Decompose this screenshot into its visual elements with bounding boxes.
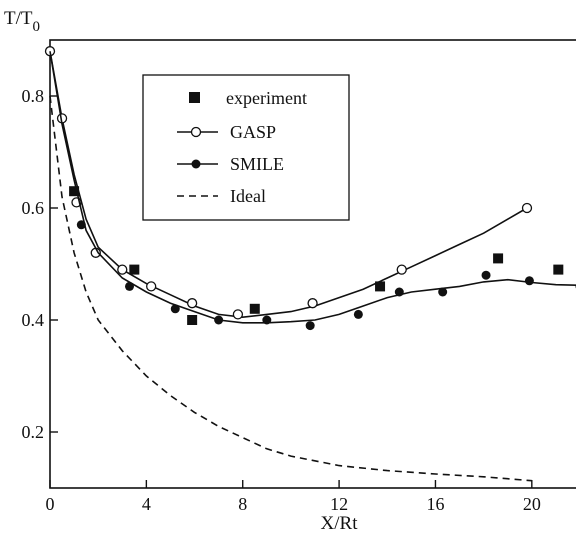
smile-point: [524, 276, 534, 286]
x-tick-label: 0: [46, 494, 55, 514]
y-axis-label: T/T0: [4, 8, 40, 35]
legend-experiment-icon: [189, 92, 200, 103]
series-layer: [44, 46, 576, 482]
experiment-point: [129, 264, 140, 275]
x-tick-label: 8: [238, 494, 247, 514]
gasp-point: [186, 298, 198, 309]
plot-frame: [49, 39, 576, 489]
y-tick-label: 0.4: [22, 310, 45, 330]
experiment-point: [553, 264, 564, 275]
axes-layer: 0 4 8 12 16 20 0.2 0.4 0.6 0.8: [22, 86, 541, 514]
experiment-point: [249, 303, 260, 314]
smile-point: [262, 315, 272, 325]
smile-point: [353, 309, 363, 319]
gasp-point: [146, 281, 157, 292]
smile-point: [170, 304, 180, 314]
y-tick-label: 0.6: [22, 198, 45, 218]
experiment-point: [187, 315, 198, 325]
gasp-series-line: [49, 51, 528, 319]
x-tick-label: 16: [426, 494, 444, 514]
smile-point: [125, 281, 134, 291]
x-tick-label: 4: [142, 494, 151, 514]
y-tick-label: 0.8: [22, 86, 45, 106]
x-tick-label: 12: [330, 494, 348, 514]
smile-point: [305, 321, 315, 331]
smile-point: [481, 270, 491, 280]
legend-label-experiment: experiment: [226, 88, 307, 108]
experiment-point: [375, 281, 386, 292]
y-axis-label-main: T/T: [4, 8, 33, 29]
experiment-point: [493, 253, 504, 264]
gasp-point: [232, 309, 244, 320]
gasp-point: [521, 202, 533, 214]
gasp-point: [117, 264, 128, 275]
x-tick-label: 20: [523, 494, 541, 514]
legend-smile-icon: [191, 159, 201, 169]
legend-label-ideal: Ideal: [230, 186, 266, 206]
x-axis-label: X/Rt: [321, 513, 359, 534]
y-tick-label: 0.2: [22, 422, 45, 442]
smile-point: [438, 287, 448, 297]
smile-point: [214, 315, 224, 325]
smile-series-line: [49, 51, 576, 324]
experiment-point: [69, 186, 80, 197]
smile-point: [76, 220, 86, 230]
gasp-point: [396, 264, 407, 275]
ideal-series-line: [49, 95, 532, 482]
legend-label-smile: SMILE: [230, 154, 284, 174]
smile-point: [394, 287, 404, 297]
gasp-point: [307, 298, 318, 309]
legend-label-gasp: GASP: [230, 122, 276, 142]
plot-area: [49, 39, 576, 489]
legend: experiment GASP SMILE Ideal: [142, 74, 350, 221]
y-axis-label-subscript: 0: [33, 19, 41, 35]
legend-gasp-icon: [190, 126, 202, 138]
